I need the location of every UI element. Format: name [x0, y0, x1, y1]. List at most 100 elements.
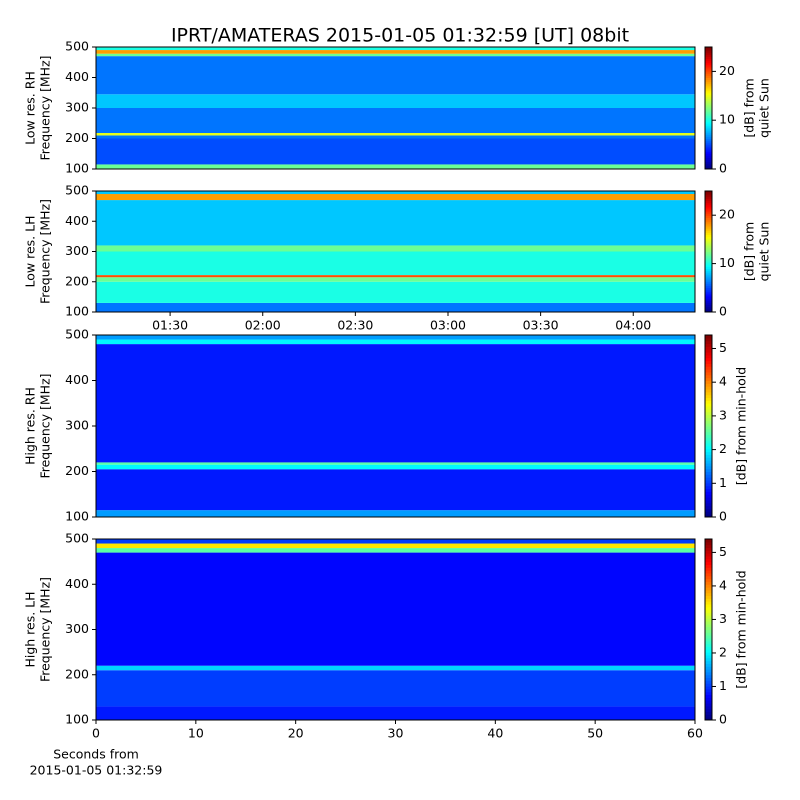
y-tick-label: 200	[65, 273, 89, 288]
colorbar-cell	[705, 380, 712, 384]
heatmap-band	[96, 335, 695, 340]
colorbar-cell	[705, 75, 712, 78]
colorbar-cell	[705, 159, 712, 162]
colorbar-cell	[705, 306, 712, 309]
colorbar-cell	[705, 208, 712, 211]
colorbar-cell	[705, 213, 712, 217]
colorbar-cell	[705, 394, 712, 399]
colorbar-cell	[705, 260, 712, 264]
colorbar-cell	[705, 705, 712, 710]
y-axis-label: High res. LH	[23, 591, 38, 667]
colorbar-cell	[705, 626, 712, 630]
colorbar-cell	[705, 223, 712, 226]
colorbar-cell	[705, 457, 712, 461]
colorbar-cell	[705, 104, 712, 107]
colorbar-cell	[705, 94, 712, 98]
colorbar-cell	[705, 206, 712, 209]
colorbar-cell	[705, 491, 712, 495]
colorbar-label: [dB] from min-hold	[734, 367, 749, 485]
colorbar-cell	[705, 132, 712, 136]
y-tick-label: 500	[65, 183, 89, 198]
colorbar-cell	[705, 570, 712, 574]
colorbar-cell	[705, 637, 712, 642]
x-tick-label: 01:30	[152, 318, 188, 333]
colorbar-cell	[705, 649, 712, 653]
colorbar-cell	[705, 609, 712, 614]
colorbar-cell	[705, 294, 712, 298]
colorbar-cell	[705, 514, 712, 518]
y-tick-label: 100	[65, 712, 89, 727]
colorbar-cell	[705, 572, 712, 577]
colorbar-cell	[705, 657, 712, 662]
colorbar-cell	[705, 555, 712, 560]
colorbar-cell	[705, 663, 712, 667]
colorbar-cell	[705, 561, 712, 565]
colorbar-tick-label: 0	[719, 161, 727, 176]
colorbar-cell	[705, 249, 712, 252]
colorbar-tick-label: 2	[719, 644, 727, 659]
colorbar-cell	[705, 640, 712, 645]
colorbar-cell	[705, 151, 712, 155]
colorbar-cell	[705, 632, 712, 636]
colorbar-cell	[705, 505, 712, 509]
colorbar-cell	[705, 550, 712, 554]
colorbar-cell	[705, 225, 712, 228]
colorbar-cell	[705, 460, 712, 464]
colorbar-label: [dB] from	[742, 78, 757, 137]
colorbar-label: [dB] from	[742, 222, 757, 281]
colorbar-cell	[705, 221, 712, 224]
colorbar-cell	[705, 85, 712, 88]
colorbar-cell	[705, 243, 712, 247]
heatmap-band	[96, 302, 695, 312]
colorbar-cell	[705, 397, 712, 401]
heatmap-band	[96, 251, 695, 276]
colorbar-cell	[705, 511, 712, 515]
colorbar-cell	[705, 346, 712, 350]
colorbar-cell	[705, 298, 712, 302]
colorbar-cell	[705, 666, 712, 670]
colorbar-cell	[705, 148, 712, 151]
colorbar-cell	[705, 234, 712, 237]
colorbar-cell	[705, 138, 712, 141]
colorbar-cell	[705, 445, 712, 450]
colorbar-cell	[705, 337, 712, 342]
colorbar-cell	[705, 149, 712, 153]
colorbar-cell	[705, 688, 712, 693]
heatmap-band	[96, 200, 695, 246]
colorbar-frame	[704, 538, 713, 721]
colorbar-cell	[705, 578, 712, 582]
heatmap-band	[96, 552, 695, 666]
colorbar-tick-label: 20	[719, 207, 735, 222]
heatmap-band	[96, 47, 695, 51]
x-tick-label: 20	[288, 726, 304, 741]
colorbar-cell	[705, 354, 712, 359]
colorbar-cell	[705, 136, 712, 139]
colorbar-cell	[705, 119, 712, 122]
colorbar-cell	[705, 691, 712, 696]
colorbar-cell	[705, 230, 712, 234]
colorbar-cell	[705, 612, 712, 616]
colorbar-cell	[705, 406, 712, 410]
colorbar-cell	[705, 127, 712, 130]
colorbar-cell	[705, 48, 712, 52]
colorbar-cell	[705, 547, 712, 551]
y-tick-label: 500	[65, 327, 89, 342]
colorbar-tick-label: 4	[719, 374, 727, 389]
heatmap-band	[96, 138, 695, 165]
colorbar-cell	[705, 468, 712, 472]
heatmap-band	[96, 665, 695, 671]
colorbar-cell	[705, 558, 712, 563]
y-axis-label: Low res. RH	[23, 71, 38, 145]
colorbar-cell	[705, 539, 712, 543]
colorbar-cell	[705, 204, 712, 207]
colorbar-cell	[705, 335, 712, 339]
colorbar-cell	[705, 508, 712, 512]
colorbar-cell	[705, 272, 712, 275]
colorbar-cell	[705, 291, 712, 294]
y-axis-label: Frequency [MHz]	[38, 199, 53, 304]
colorbar-cell	[705, 113, 712, 117]
colorbar-cell	[705, 125, 712, 128]
colorbar-cell	[705, 674, 712, 679]
colorbar-cell	[705, 564, 712, 568]
